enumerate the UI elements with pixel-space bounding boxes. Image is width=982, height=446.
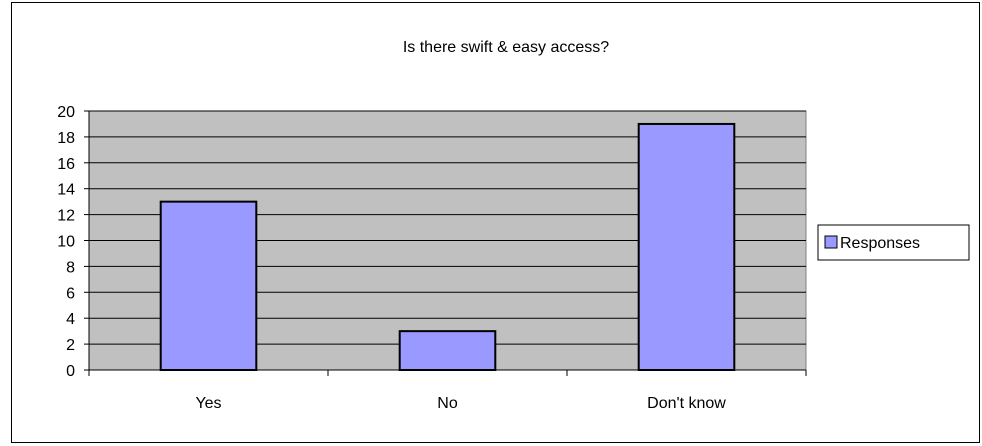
legend-swatch <box>824 235 838 249</box>
y-tick-label: 2 <box>66 337 75 354</box>
y-tick-label: 12 <box>57 208 75 225</box>
x-tick-label: Don't know <box>647 395 726 412</box>
y-tick-label: 20 <box>57 104 75 121</box>
legend-label: Responses <box>840 235 920 252</box>
y-tick-label: 18 <box>57 130 75 147</box>
y-tick-label: 10 <box>57 234 75 251</box>
legend-box <box>817 224 970 261</box>
plot-area: 0 2 4 6 8 10 12 14 16 18 20 Yes No Don't know <box>57 104 807 412</box>
bar-no <box>398 330 497 371</box>
y-tick-label: 16 <box>57 156 75 173</box>
x-tick-label: No <box>437 395 458 412</box>
chart-title: Is there swift & easy access? <box>403 39 609 56</box>
y-tick-label: 8 <box>66 259 75 276</box>
bar-yes <box>159 200 258 371</box>
y-tick-label: 6 <box>66 285 75 302</box>
y-tick-label: 14 <box>57 182 75 199</box>
legend: Responses <box>817 224 970 261</box>
bar-don-t-know <box>637 122 736 371</box>
x-tick-label: Yes <box>195 395 221 412</box>
y-tick-label: 4 <box>66 311 75 328</box>
y-tick-label: 0 <box>66 363 75 380</box>
